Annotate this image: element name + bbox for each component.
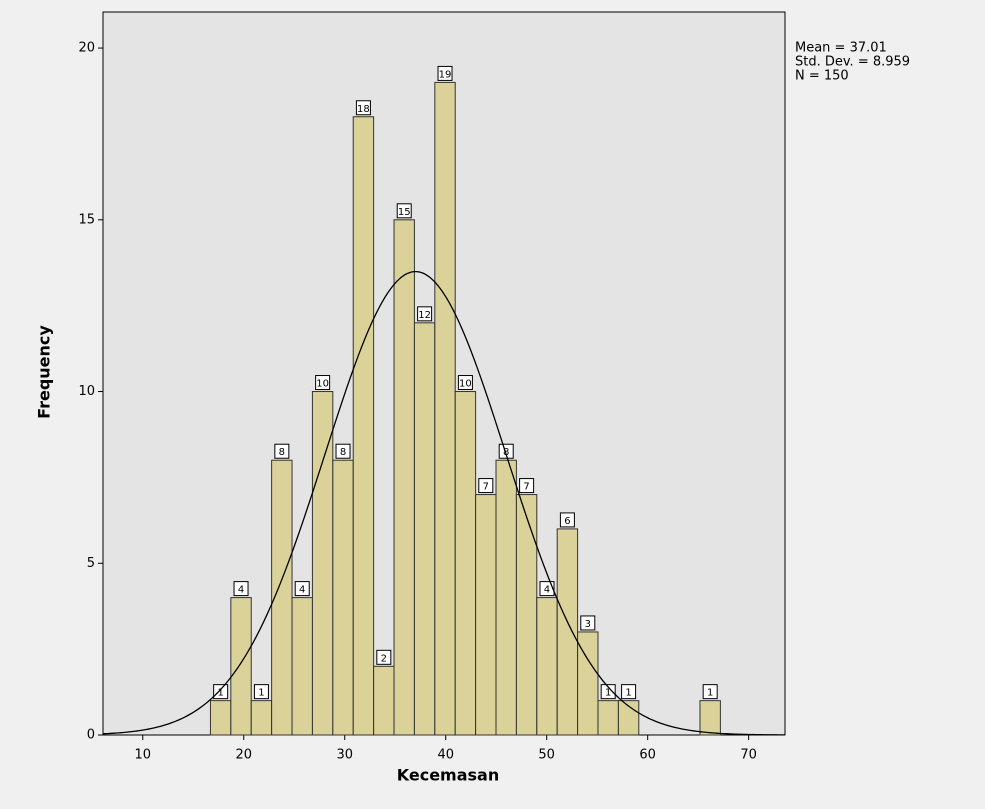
- stat-sd: Std. Dev. = 8.959: [795, 55, 910, 70]
- bar: [311, 391, 334, 736]
- value-label: 10: [316, 379, 329, 390]
- value-label: 4: [299, 585, 305, 596]
- value-label: 1: [707, 688, 713, 699]
- value-label-box: [621, 684, 637, 700]
- value-label-box: [315, 375, 331, 391]
- value-label: 18: [357, 104, 370, 115]
- bar: [393, 219, 415, 736]
- x-tick-label: 60: [639, 748, 656, 763]
- value-label-box: [335, 443, 351, 459]
- value-label: 7: [483, 482, 489, 493]
- bar: [536, 597, 558, 736]
- x-tick-label: 40: [437, 748, 454, 763]
- bar: [230, 597, 252, 736]
- value-label: 8: [340, 447, 346, 458]
- stat-n: N = 150: [795, 69, 849, 84]
- bar: [577, 631, 599, 736]
- value-label-box: [519, 478, 535, 494]
- stat-mean: Mean = 37.01: [795, 41, 887, 56]
- normal-curve: [102, 270, 786, 736]
- value-label: 1: [217, 688, 223, 699]
- value-label: 19: [439, 69, 452, 80]
- value-label-box: [233, 581, 249, 597]
- value-label: 2: [381, 653, 387, 664]
- x-tick-label: 10: [135, 748, 152, 763]
- value-label-box: [355, 100, 371, 116]
- value-label-box: [580, 615, 596, 631]
- value-label-box: [437, 65, 453, 81]
- value-label-box: [417, 306, 433, 322]
- bar: [515, 494, 538, 736]
- value-label-box: [274, 443, 290, 459]
- value-label-box: [253, 684, 269, 700]
- value-label-box: [702, 684, 718, 700]
- value-label: 4: [238, 585, 244, 596]
- bar: [250, 700, 273, 736]
- bar: [352, 116, 375, 736]
- value-label: 15: [398, 207, 411, 218]
- value-label: 3: [585, 619, 591, 630]
- value-label-box: [294, 581, 310, 597]
- value-label: 7: [523, 482, 529, 493]
- value-label-box: [559, 512, 575, 528]
- y-tick-label: 15: [78, 212, 95, 227]
- value-label: 1: [625, 688, 631, 699]
- value-label-box: [396, 203, 412, 219]
- value-label-box: [213, 684, 229, 700]
- value-label: 10: [459, 379, 472, 390]
- value-label: 1: [258, 688, 264, 699]
- value-label: 8: [279, 447, 285, 458]
- value-label: 6: [564, 516, 570, 527]
- x-tick-label: 20: [235, 748, 252, 763]
- bar: [413, 322, 436, 736]
- x-tick-label: 50: [538, 748, 555, 763]
- value-label-box: [498, 443, 514, 459]
- y-tick-label: 10: [78, 384, 95, 399]
- bar: [699, 700, 721, 736]
- x-tick-label: 30: [336, 748, 353, 763]
- value-label-box: [457, 375, 473, 391]
- x-tick-label: 70: [740, 748, 757, 763]
- value-label: 1: [605, 688, 611, 699]
- y-axis-label: Frequency: [35, 325, 54, 419]
- bar: [495, 459, 517, 736]
- bar: [373, 665, 395, 736]
- x-axis-label: Kecemasan: [397, 766, 499, 785]
- bar: [332, 459, 354, 736]
- bar: [291, 597, 313, 736]
- bar: [597, 700, 619, 736]
- value-label-box: [478, 478, 494, 494]
- bar: [454, 391, 477, 736]
- value-label-box: [376, 649, 392, 665]
- bar: [209, 700, 232, 736]
- y-tick-label: 0: [87, 728, 95, 743]
- bar: [475, 494, 497, 736]
- value-label-box: [600, 684, 616, 700]
- bar: [556, 528, 579, 736]
- y-tick-label: 5: [87, 556, 95, 571]
- value-label: 4: [544, 585, 550, 596]
- value-label: 12: [418, 310, 431, 321]
- y-tick-label: 20: [78, 41, 95, 56]
- bar: [434, 81, 456, 736]
- value-label-box: [539, 581, 555, 597]
